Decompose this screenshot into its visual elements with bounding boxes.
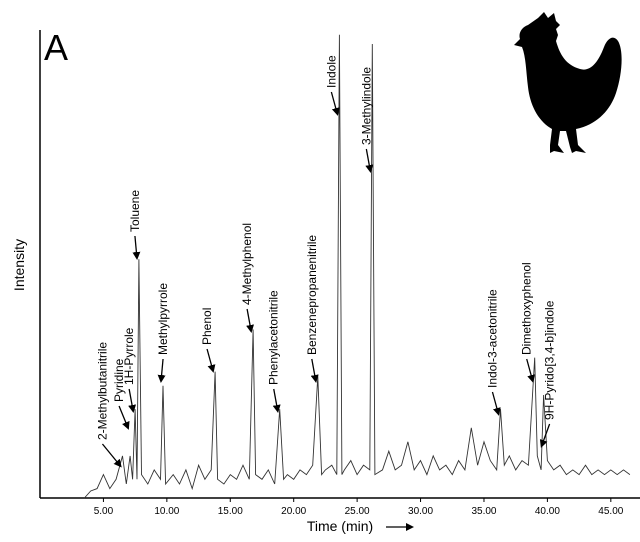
x-tick-label: 30.00 [408, 506, 433, 517]
peak-arrow [129, 389, 133, 411]
peak-label: Dimethoxyphenol [520, 262, 534, 355]
peak-label: 9H-Pyrido[3,4-b]indole [543, 300, 557, 420]
peak-arrow [312, 359, 316, 381]
x-tick-label: 10.00 [154, 506, 179, 517]
x-tick-label: 5.00 [94, 506, 114, 517]
peak-label: Benzenepropanenitrile [305, 235, 319, 355]
panel-label: A [44, 27, 68, 68]
x-tick-label: 25.00 [345, 506, 370, 517]
peak-label: Phenylacetonitrile [267, 290, 281, 385]
peak-label: 1H-Pyrrole [122, 327, 136, 385]
chart: A Intensity Time (min) 5.00 10.00 15.00 20.… [0, 0, 640, 542]
peak-label: 4-Methylphenol [240, 223, 254, 305]
peak-label: Indole [324, 55, 338, 88]
peak-arrow [119, 406, 128, 428]
peak-label: Phenol [200, 308, 214, 345]
peak-arrow [247, 309, 251, 331]
x-tick-label: 45.00 [598, 506, 623, 517]
peak-label: Indol-3-acetonitrile [485, 289, 499, 388]
peak-arrow [135, 236, 137, 258]
chicken-icon [514, 12, 622, 153]
peak-label: Toluene [128, 190, 142, 232]
x-tick-label: 40.00 [535, 506, 560, 517]
peak-arrow [366, 149, 370, 171]
peak-arrow [207, 349, 213, 371]
peak-arrow [102, 444, 120, 466]
x-axis-title: Time (min) [307, 518, 373, 534]
y-axis-title: Intensity [11, 239, 27, 291]
peak-arrow [161, 359, 163, 381]
peak-arrow [274, 389, 278, 411]
x-tick-label: 20.00 [281, 506, 306, 517]
x-tick-label: 35.00 [471, 506, 496, 517]
peak-label: 3-Methylindole [359, 67, 373, 145]
peak-label: Methylpyrrole [156, 283, 170, 355]
x-tick-label: 15.00 [218, 506, 243, 517]
peak-arrow [527, 359, 533, 381]
peak-arrow [331, 92, 337, 114]
peak-label: 2-Methylbutanitrile [95, 342, 109, 440]
peak-arrow [492, 392, 498, 414]
